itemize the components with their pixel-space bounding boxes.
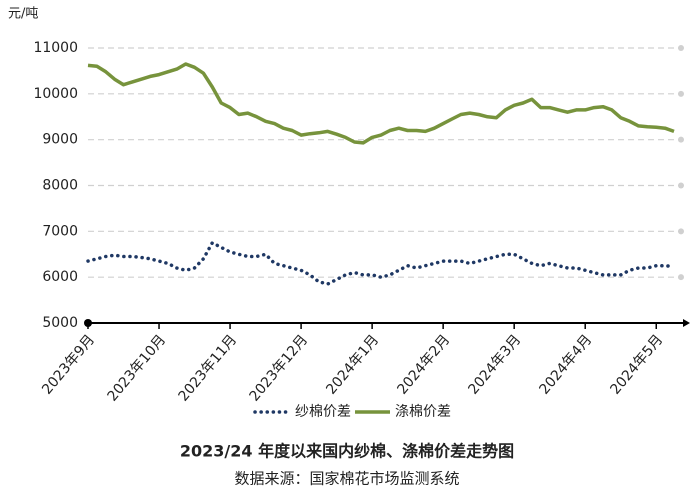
x-axis-arrow	[683, 319, 690, 327]
legend-label: 纱棉价差	[295, 403, 351, 420]
x-tick-label: 2023年10月	[105, 332, 170, 405]
x-tick-label: 2024年1月	[323, 332, 382, 398]
x-tick-label: 2024年5月	[607, 332, 666, 398]
chart-title: 2023/24 年度以来国内纱棉、涤棉价差走势图	[180, 442, 514, 461]
y-tick-label: 10000	[33, 86, 78, 102]
grid-end-dot	[678, 228, 684, 235]
y-tick-label: 5000	[42, 315, 78, 331]
x-tick-label: 2023年9月	[39, 332, 98, 398]
series-line	[86, 241, 676, 286]
y-tick-label: 11000	[33, 40, 78, 56]
x-tick-label: 2024年2月	[394, 332, 453, 398]
grid-end-dot	[678, 136, 684, 143]
grid-end-dot	[678, 45, 684, 51]
x-tick-label: 2024年3月	[465, 332, 524, 398]
y-axis-unit: 元/吨	[8, 7, 38, 22]
grid-end-dot	[678, 274, 684, 281]
y-tick-label: 6000	[42, 269, 78, 285]
y-tick-label: 8000	[42, 178, 78, 194]
series-line	[87, 62, 675, 145]
x-tick-label: 2024年4月	[536, 332, 595, 398]
x-tick-label: 2023年11月	[176, 332, 241, 405]
source-note: 数据来源：国家棉花市场监测系统	[234, 470, 459, 488]
y-tick-label: 9000	[42, 132, 78, 148]
x-tick-label: 2023年12月	[247, 332, 312, 405]
y-tick-label: 7000	[42, 223, 78, 239]
grid-end-dot	[678, 90, 684, 97]
grid-end-dot	[678, 182, 684, 189]
legend-label: 涤棉价差	[395, 403, 451, 420]
